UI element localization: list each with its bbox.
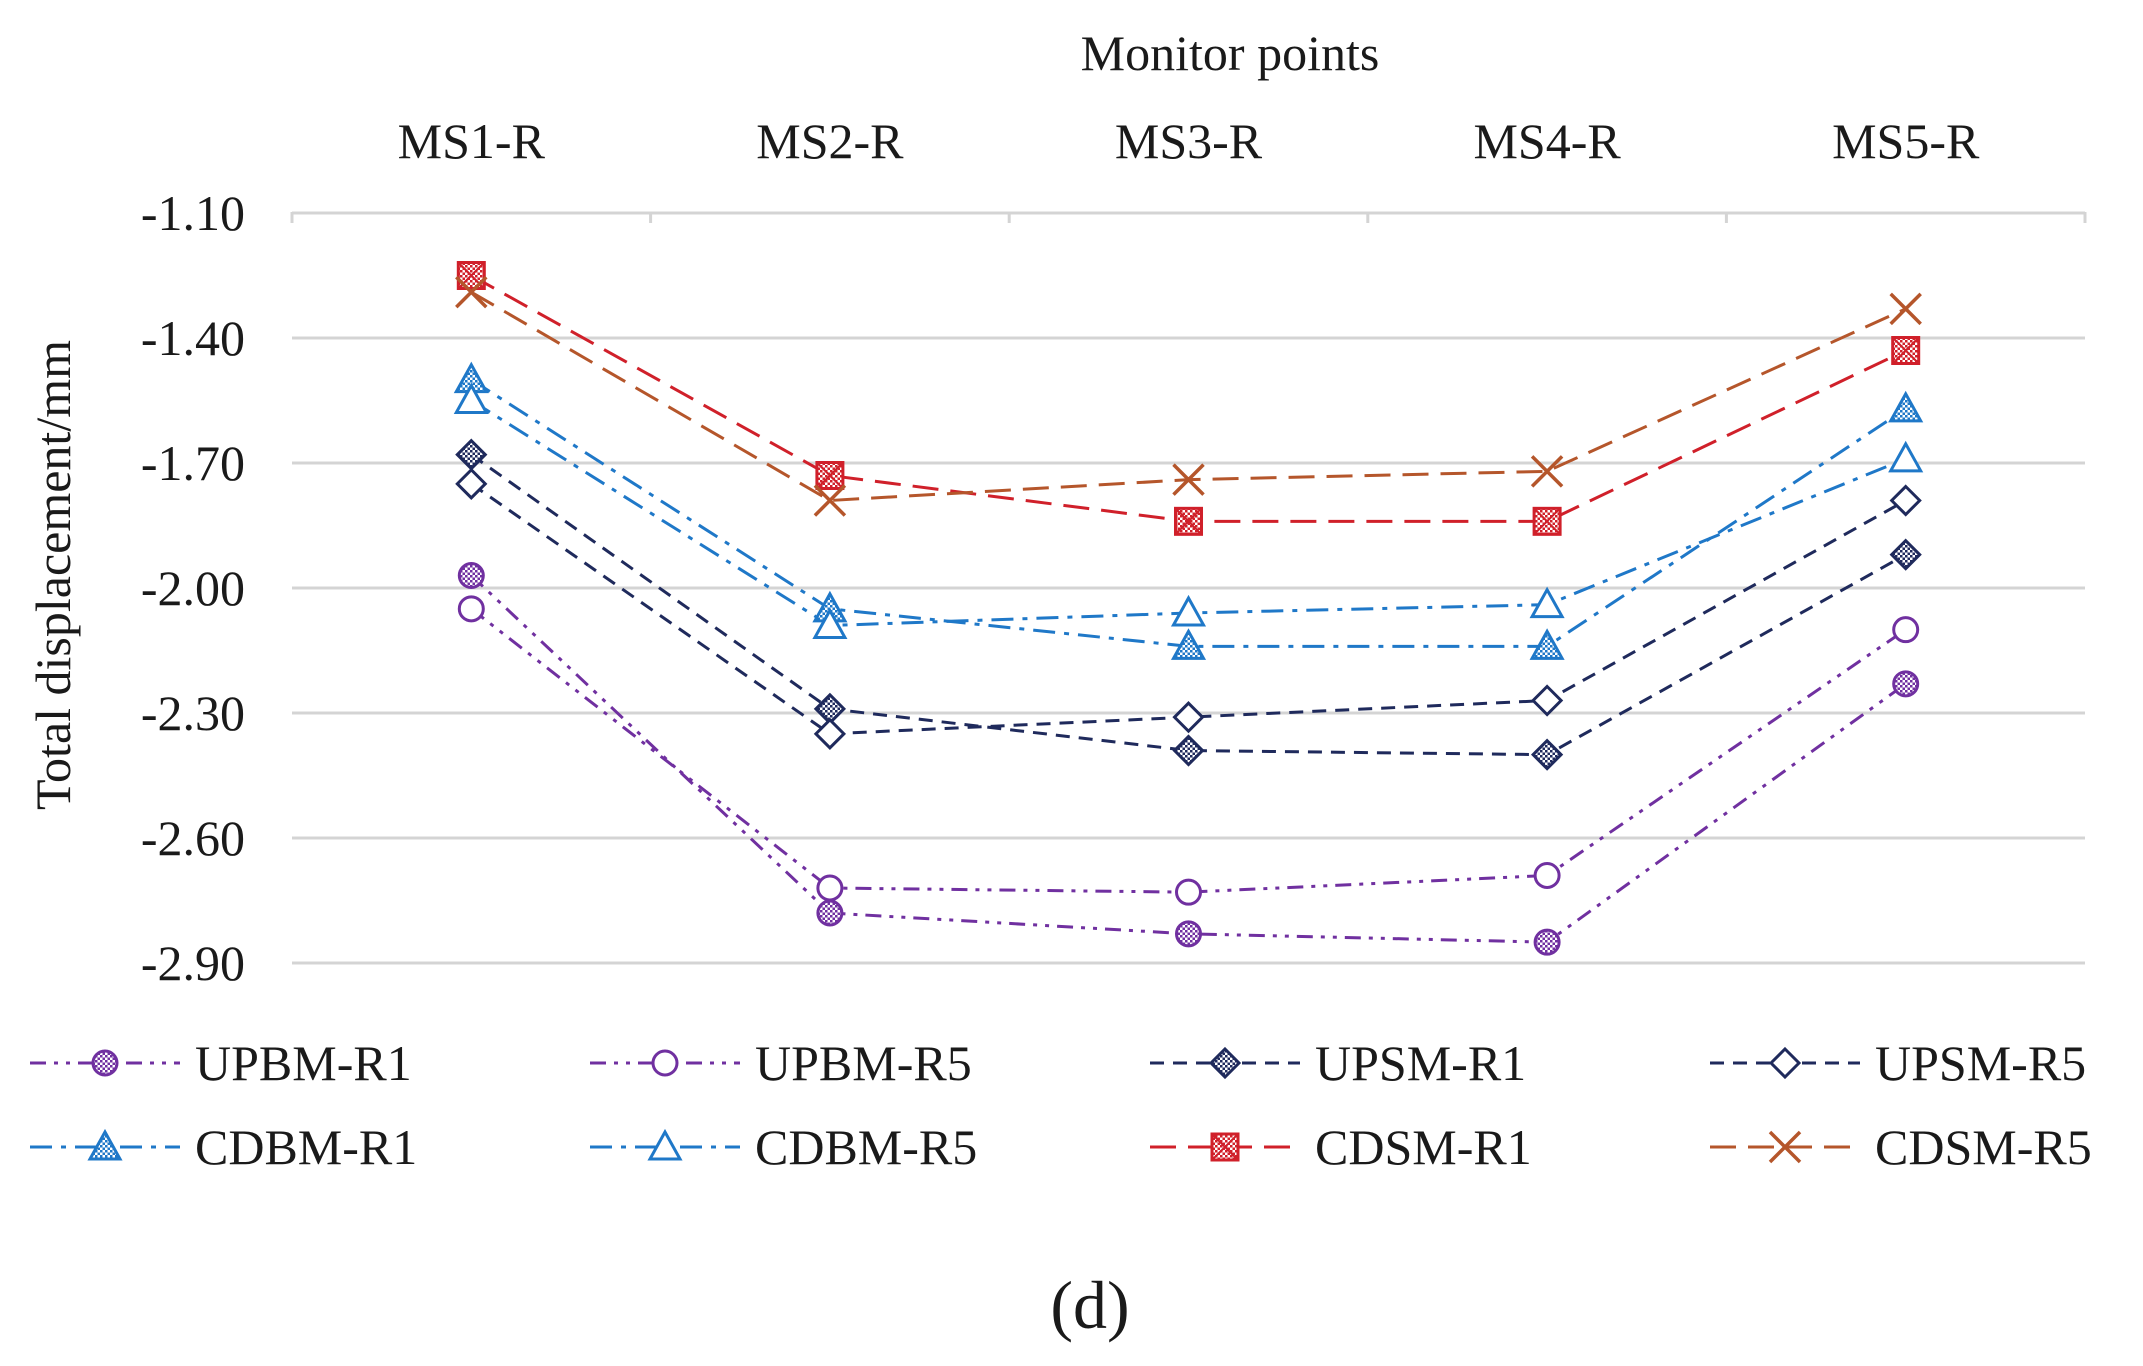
- data-point-CDBM-R1: [1170, 628, 1207, 660]
- legend: UPBM-R1 UPBM-R5 UPSM-R1 UPSM-R5 CDBM-R1 CDBM-…: [30, 1035, 2092, 1175]
- legend-label: CDSM-R5: [1875, 1119, 2092, 1175]
- y-tick-label: -2.00: [141, 560, 245, 616]
- legend-marker-CDSM-R1: [1210, 1132, 1240, 1162]
- data-point-CDBM-R1: [1529, 628, 1565, 660]
- legend-label: UPSM-R5: [1875, 1035, 2086, 1091]
- legend-marker-CDBM-R5: [647, 1128, 683, 1161]
- data-point-CDSM-R1: [815, 461, 845, 490]
- data-point-UPBM-R1: [1175, 920, 1202, 948]
- x-tick-label: MS3-R: [1115, 113, 1263, 169]
- legend-item: UPBM-R5: [590, 1035, 972, 1091]
- data-point-CDBM-R1: [1888, 390, 1924, 423]
- x-axis-ticks: [290, 212, 2087, 223]
- y-tick-label: -2.90: [141, 935, 245, 991]
- data-point-CDSM-R5: [1889, 292, 1922, 326]
- legend-marker-UPSM-R5: [1768, 1046, 1802, 1080]
- series-line-UPSM-R1: [470, 453, 1907, 757]
- data-point-CDBM-R5: [812, 607, 848, 639]
- legend-label: CDBM-R5: [755, 1119, 977, 1175]
- legend-marker-UPSM-R1: [1208, 1046, 1242, 1080]
- legend-item: CDBM-R1: [30, 1119, 417, 1175]
- series-line-UPBM-R5: [470, 607, 1907, 894]
- data-point-UPBM-R1: [457, 562, 485, 589]
- top-axis-title: Monitor points: [1081, 25, 1380, 81]
- legend-marker-CDSM-R5: [1768, 1130, 1802, 1164]
- y-axis-title: Total displacement/mm: [25, 340, 81, 810]
- data-point-UPSM-R5: [1530, 684, 1564, 717]
- y-tick-label: -1.10: [141, 185, 245, 241]
- legend-label: UPBM-R5: [755, 1035, 972, 1091]
- data-point-CDSM-R5: [1172, 463, 1205, 496]
- data-point-UPSM-R1: [1889, 538, 1922, 571]
- y-tick-label: -2.60: [141, 810, 245, 866]
- series-line-UPBM-R1: [470, 574, 1907, 944]
- x-tick-label: MS2-R: [756, 113, 904, 169]
- legend-marker-UPBM-R5: [651, 1049, 679, 1077]
- series-markers: [453, 261, 1924, 956]
- data-point-UPSM-R5: [1172, 701, 1205, 734]
- data-point-UPBM-R5: [1533, 862, 1561, 889]
- data-point-CDSM-R5: [813, 484, 847, 517]
- data-point-UPSM-R1: [1172, 734, 1205, 767]
- data-point-UPBM-R5: [816, 874, 844, 902]
- data-point-UPSM-R1: [1530, 738, 1564, 771]
- figure-caption: (d): [1050, 1267, 1129, 1343]
- data-point-CDSM-R1: [1532, 506, 1562, 536]
- data-point-CDSM-R1: [1174, 506, 1203, 536]
- series-line-CDSM-R1: [470, 274, 1907, 523]
- data-point-UPBM-R5: [1892, 616, 1920, 644]
- data-point-UPBM-R1: [816, 899, 844, 927]
- data-point-CDSM-R5: [1530, 455, 1564, 488]
- legend-marker-UPBM-R1: [91, 1049, 119, 1077]
- x-axis-tick-labels: MS1-R MS2-R MS3-R MS4-R MS5-R: [398, 113, 1980, 169]
- data-point-UPSM-R5: [455, 467, 488, 500]
- y-tick-label: -1.40: [141, 310, 245, 366]
- data-point-CDSM-R5: [455, 275, 488, 309]
- data-point-CDBM-R5: [1170, 594, 1207, 627]
- data-point-CDBM-R5: [1529, 586, 1565, 619]
- legend-label: CDBM-R1: [195, 1119, 417, 1175]
- legend-label: CDSM-R1: [1315, 1119, 1532, 1175]
- y-axis-tick-labels: -1.10 -1.40 -1.70 -2.00 -2.30 -2.60 -2.90: [141, 185, 245, 991]
- legend-item: UPSM-R1: [1150, 1035, 1526, 1091]
- legend-item: CDSM-R5: [1710, 1119, 2092, 1175]
- legend-item: CDBM-R5: [590, 1119, 977, 1175]
- data-point-CDBM-R5: [1888, 440, 1924, 473]
- data-point-UPBM-R1: [1892, 670, 1920, 698]
- data-point-CDBM-R5: [453, 382, 489, 414]
- data-point-CDSM-R1: [1891, 336, 1921, 365]
- data-point-UPBM-R5: [457, 595, 485, 623]
- legend-item: CDSM-R1: [1150, 1119, 1532, 1175]
- legend-label: UPBM-R1: [195, 1035, 412, 1091]
- legend-item: UPSM-R5: [1710, 1035, 2086, 1091]
- data-point-UPBM-R1: [1533, 928, 1561, 956]
- data-point-UPSM-R5: [1889, 484, 1922, 517]
- legend-marker-CDBM-R1: [87, 1128, 123, 1161]
- y-tick-label: -2.30: [141, 685, 245, 741]
- series-line-UPSM-R5: [470, 482, 1907, 736]
- legend-label: UPSM-R1: [1315, 1035, 1526, 1091]
- x-tick-label: MS1-R: [398, 113, 546, 169]
- x-tick-label: MS5-R: [1832, 113, 1980, 169]
- data-point-UPBM-R5: [1175, 878, 1202, 906]
- x-tick-label: MS4-R: [1473, 113, 1621, 169]
- gridlines: [292, 211, 2085, 965]
- legend-item: UPBM-R1: [30, 1035, 412, 1091]
- data-point-UPSM-R5: [813, 717, 847, 750]
- y-tick-label: -1.70: [141, 435, 245, 491]
